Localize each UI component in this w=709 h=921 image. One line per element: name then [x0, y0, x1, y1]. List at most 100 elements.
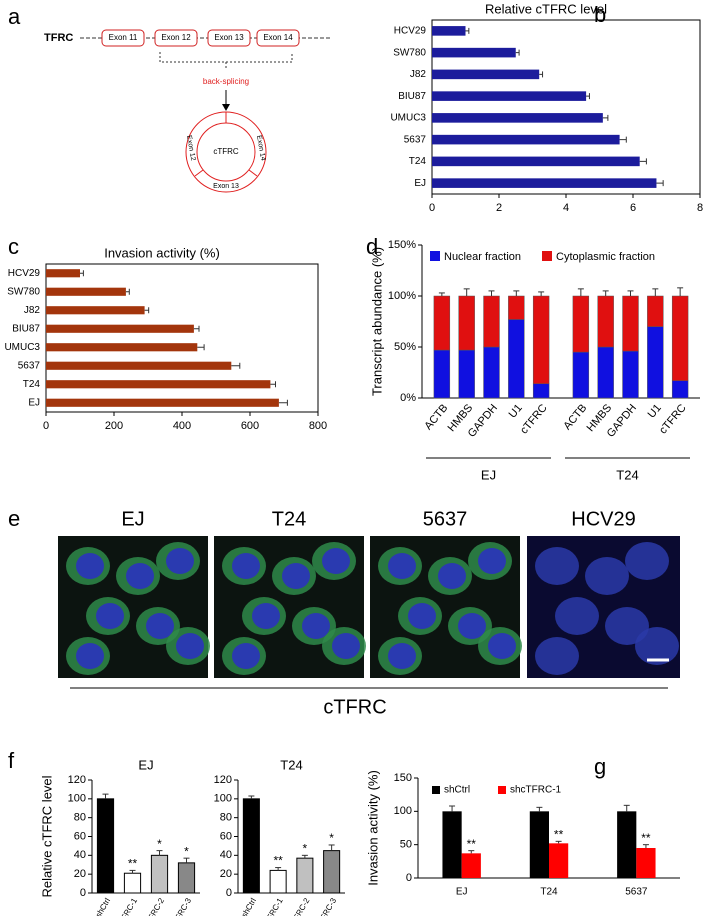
bar-segment	[433, 295, 451, 351]
chart-title: Invasion activity (%)	[104, 245, 220, 260]
circle-label: cTFRC	[213, 147, 239, 156]
error-bar	[156, 850, 163, 856]
ring-exon: Exon 13	[213, 183, 239, 190]
bar-segment	[597, 346, 614, 399]
error-bar	[536, 806, 543, 812]
significance: **	[467, 837, 477, 851]
bar-segment	[508, 319, 525, 399]
nucleus	[166, 548, 194, 574]
error-bar	[513, 290, 520, 296]
nucleus	[76, 553, 104, 579]
chart-title: T24	[280, 757, 302, 772]
nucleus	[232, 553, 260, 579]
x-tick-label: shcTFRC-2	[138, 896, 167, 916]
bar	[46, 343, 198, 352]
bar-segment	[508, 295, 525, 320]
error-bar	[656, 180, 664, 187]
bar	[461, 853, 481, 878]
chart-title: EJ	[138, 757, 153, 772]
y-axis-label: Invasion activity (%)	[365, 770, 380, 886]
x-tick-label: 0	[43, 420, 49, 432]
y-tick-label: HCV29	[8, 268, 41, 279]
bracket	[159, 52, 293, 68]
bar-segment	[622, 295, 639, 352]
exon-label: Exon 12	[161, 33, 191, 42]
bar	[46, 398, 279, 407]
x-tick-label: EJ	[456, 887, 468, 898]
y-tick-label: 60	[74, 830, 86, 842]
error-bar	[144, 307, 150, 314]
nucleus	[438, 563, 466, 589]
exon-box	[101, 29, 145, 47]
process-label: back-splicing	[203, 77, 249, 86]
legend-label: Cytoplasmic fraction	[556, 251, 655, 263]
nucleus	[388, 643, 416, 669]
y-tick-label: 150%	[388, 239, 416, 251]
gene-name: TFRC	[44, 32, 73, 44]
cell	[535, 637, 579, 675]
bar-segment	[483, 346, 500, 399]
micrographs: EJ T24 5637 HCV29	[58, 508, 680, 678]
nucleus	[322, 548, 350, 574]
image-title: T24	[272, 508, 306, 530]
x-tick-label: shcTFRC-1	[111, 896, 140, 916]
x-tick-label: 600	[241, 420, 259, 432]
nucleus	[76, 643, 104, 669]
bar-segment	[671, 295, 689, 381]
y-tick-label: 5637	[404, 134, 427, 145]
y-tick-label: BIU87	[398, 91, 426, 102]
error-bar	[619, 136, 627, 143]
diagram: TFRC Exon 11 Exon 12 Exon 13 Exon 14 bac…	[44, 29, 330, 193]
panel-label: f	[8, 748, 15, 773]
error-bar	[193, 325, 200, 332]
nucleus	[252, 603, 280, 629]
x-tick-label: shCtrl	[94, 896, 112, 916]
y-tick-label: T24	[409, 156, 427, 167]
significance: *	[157, 837, 162, 851]
significance: *	[184, 844, 189, 858]
bar	[123, 872, 142, 894]
y-tick-label: 120	[68, 774, 86, 786]
panel-label: e	[8, 506, 20, 531]
error-bar	[602, 290, 609, 296]
cell	[535, 547, 579, 585]
legend-swatch	[432, 786, 440, 794]
legend-swatch	[498, 786, 506, 794]
nucleus	[332, 633, 360, 659]
bar-segment	[647, 326, 664, 399]
y-tick-label: J82	[24, 305, 41, 316]
x-tick-label: shcTFRC-3	[310, 896, 339, 916]
error-bar	[577, 288, 584, 296]
error-bar	[125, 288, 130, 295]
error-bar	[275, 867, 282, 871]
y-tick-label: 80	[74, 812, 86, 824]
image-title: HCV29	[571, 508, 635, 530]
bar-segment	[532, 383, 550, 399]
exon-label: Exon 11	[109, 33, 138, 42]
x-tick-label: shcTFRC-3	[165, 896, 194, 916]
error-bar	[465, 27, 470, 34]
y-tick-label: 100	[394, 805, 412, 817]
nucleus	[96, 603, 124, 629]
bar	[442, 811, 462, 878]
significance: **	[641, 831, 651, 845]
error-bar	[231, 362, 241, 369]
error-bar	[80, 270, 84, 277]
chart-title: Relative cTFRC level	[485, 1, 607, 16]
y-tick-label: 40	[220, 849, 232, 861]
error-bar	[463, 288, 470, 296]
bar	[432, 178, 657, 188]
error-bar	[449, 805, 456, 812]
x-tick-label: cTFRC	[518, 402, 550, 436]
x-tick-label: 5637	[625, 887, 648, 898]
panel-label: a	[8, 4, 21, 29]
cell	[585, 557, 629, 595]
bar	[323, 850, 341, 894]
panel-label: d	[366, 234, 378, 259]
bar	[432, 47, 516, 58]
bar	[432, 26, 466, 36]
nucleus	[488, 633, 516, 659]
y-tick-label: SW780	[393, 47, 426, 58]
x-tick-label: U1	[507, 402, 525, 420]
y-tick-label: EJ	[414, 178, 426, 189]
